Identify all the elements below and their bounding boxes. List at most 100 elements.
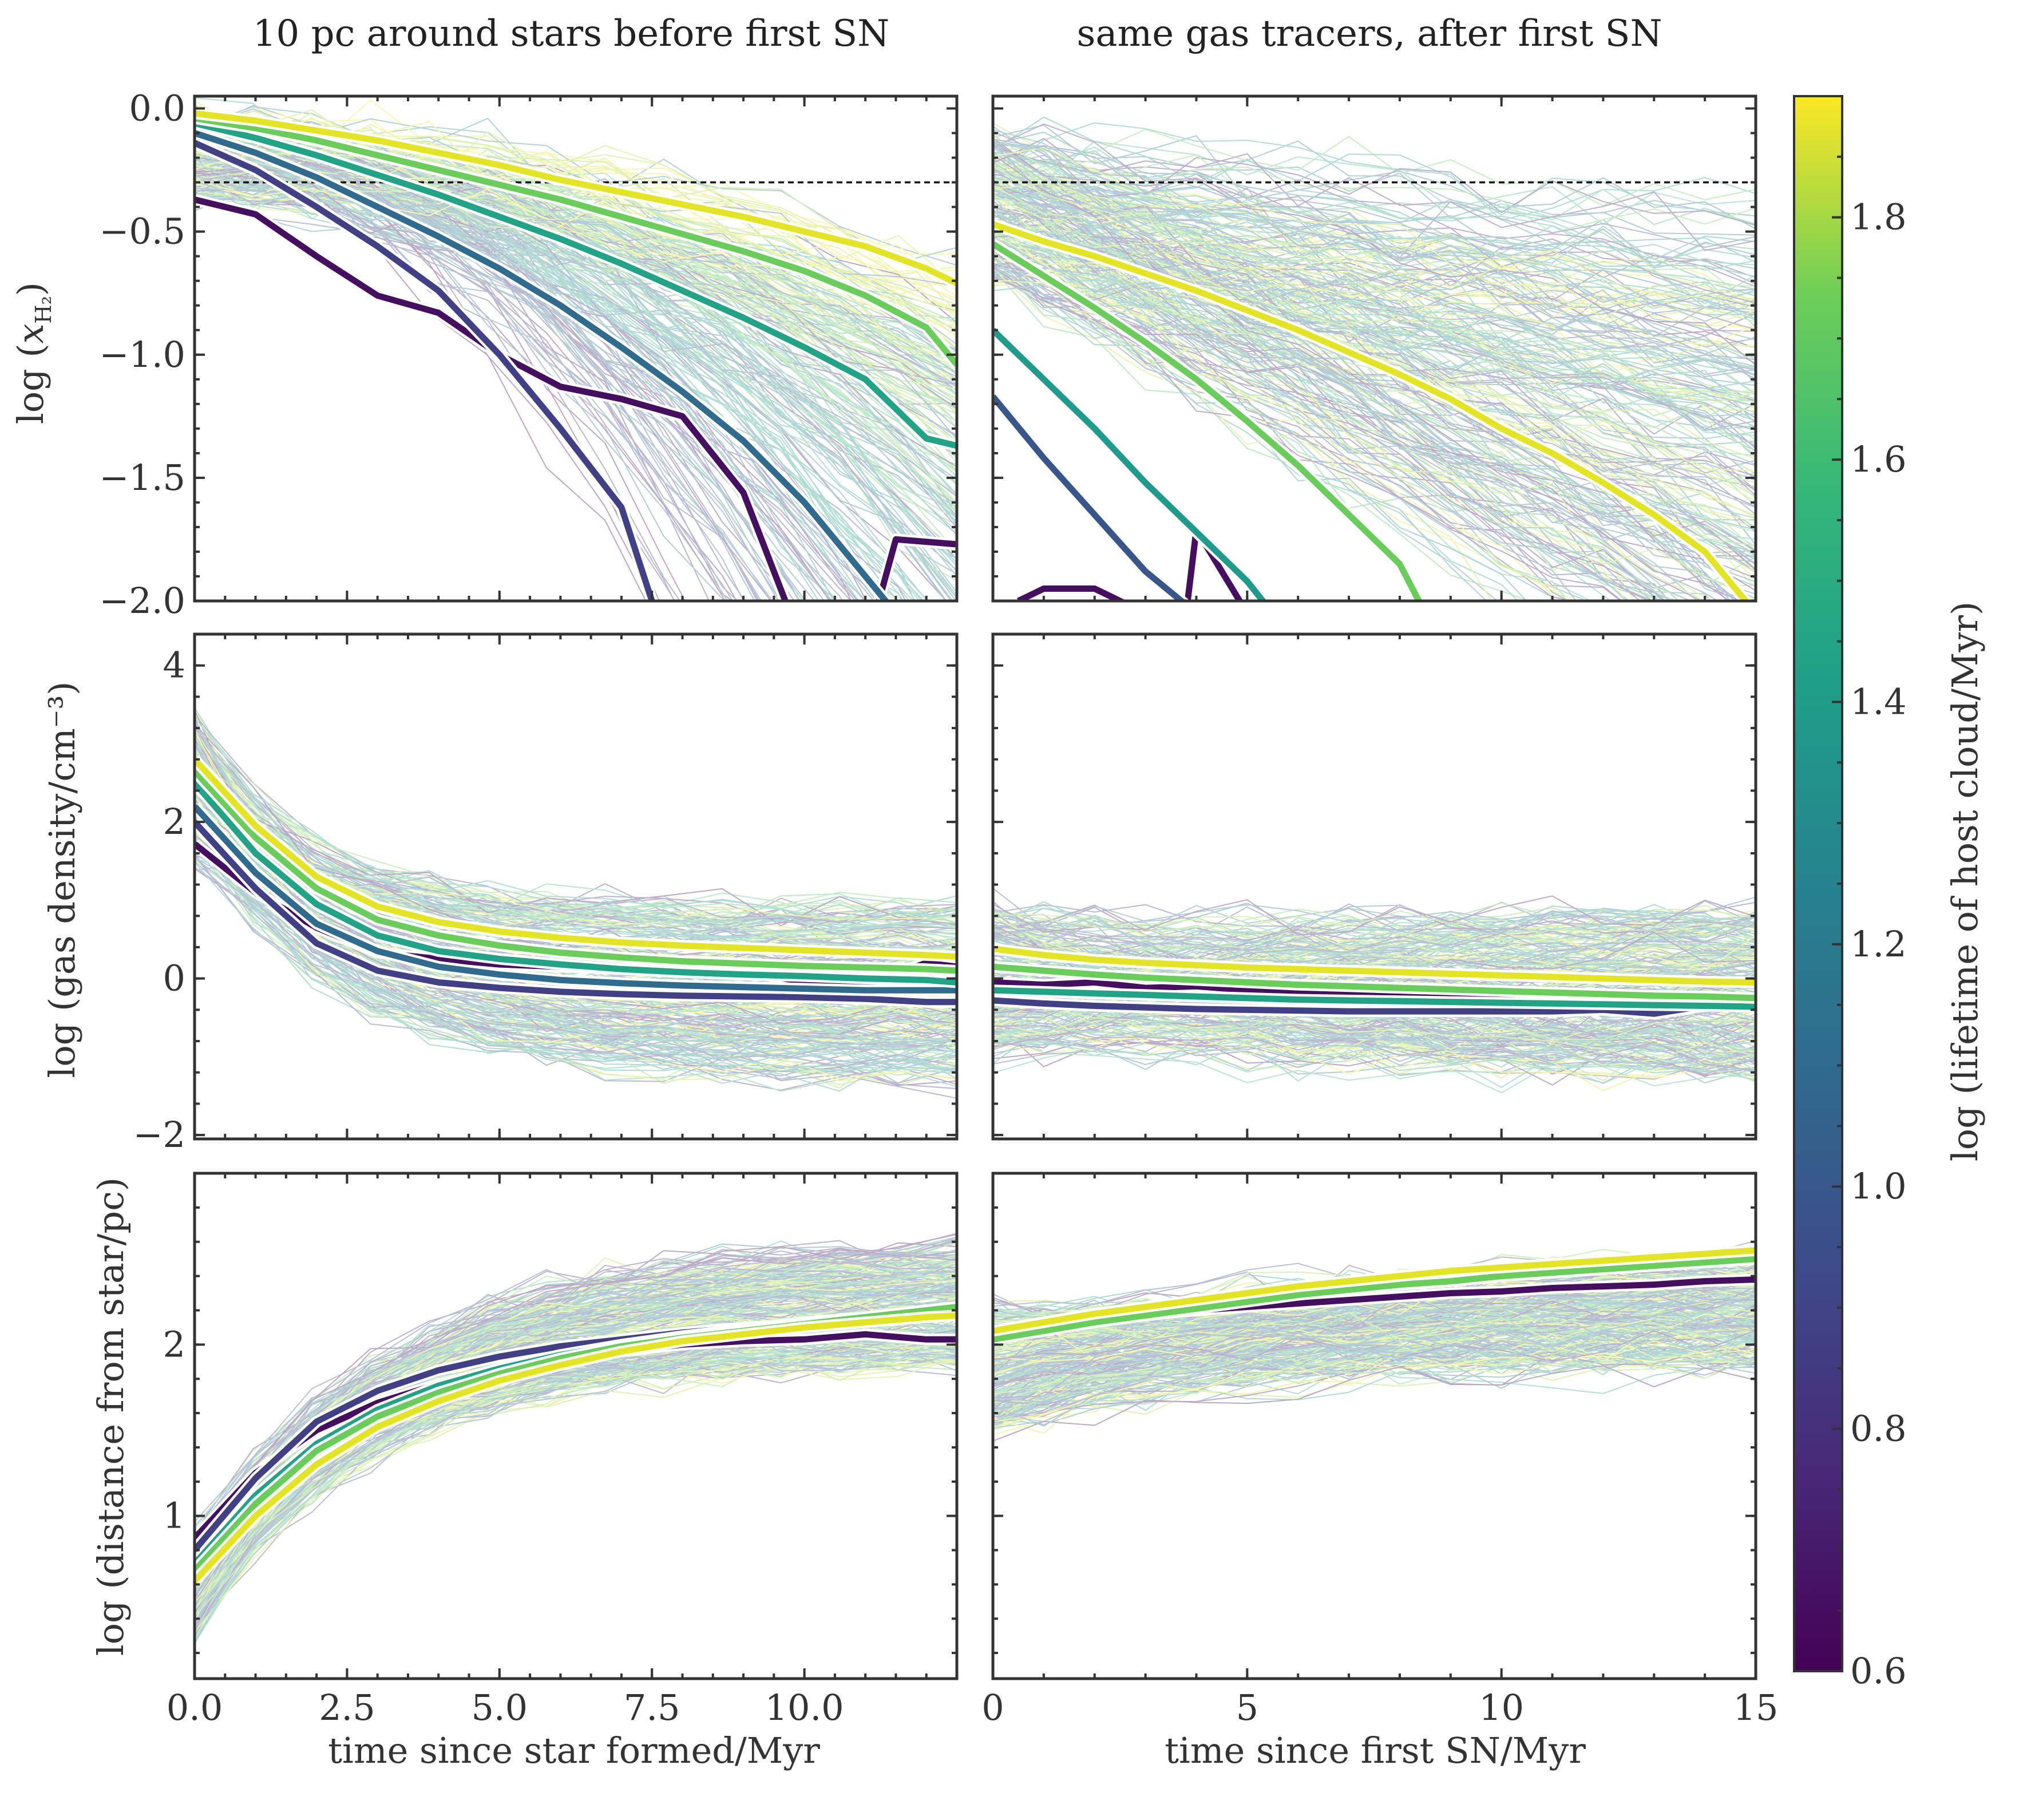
tracer-line bbox=[195, 141, 834, 601]
tracer-line bbox=[993, 143, 1736, 601]
tracer-line bbox=[993, 268, 1531, 601]
tracer-line bbox=[195, 1355, 957, 1577]
tracer-line bbox=[993, 176, 1756, 407]
tracer-line bbox=[993, 258, 1487, 601]
tracer-line bbox=[993, 1312, 1756, 1378]
tracer-line bbox=[993, 905, 1756, 945]
tracer-line bbox=[993, 1340, 1756, 1388]
tracer-line bbox=[195, 749, 957, 935]
tracer-line bbox=[195, 765, 957, 920]
tracer-line bbox=[993, 189, 1641, 601]
tracer-line bbox=[195, 167, 957, 394]
tracer-line bbox=[993, 185, 1756, 263]
tracer-line bbox=[993, 176, 1756, 268]
tracer-line bbox=[993, 266, 1756, 515]
tracer-line bbox=[993, 236, 1756, 411]
tracer-line bbox=[993, 204, 1756, 307]
tracer-line bbox=[195, 187, 957, 389]
median-series-1 bbox=[195, 820, 957, 1006]
tracer-line bbox=[993, 248, 1756, 417]
tracer-line bbox=[993, 1313, 1756, 1362]
tracer-line bbox=[993, 274, 1756, 360]
tracer-line bbox=[195, 781, 957, 1018]
tracer-line bbox=[993, 1304, 1756, 1384]
tracer-line bbox=[993, 143, 1756, 508]
tracer-line bbox=[993, 195, 1756, 290]
tracer-line bbox=[195, 1343, 957, 1637]
tracer-line bbox=[993, 951, 1756, 1073]
tracer-line bbox=[993, 1313, 1756, 1359]
tracer-line bbox=[993, 925, 1756, 978]
tracer-line bbox=[993, 234, 1732, 601]
tracer-line bbox=[993, 130, 1756, 496]
tracer-line bbox=[993, 1317, 1756, 1435]
tracer-line bbox=[993, 1310, 1756, 1340]
x-tick-label: 0.0 bbox=[167, 1687, 223, 1728]
tracer-line bbox=[993, 130, 1706, 601]
tracer-line bbox=[993, 212, 1756, 375]
tracer-line bbox=[195, 854, 957, 1099]
tracer-line bbox=[993, 240, 1557, 601]
tracer-line bbox=[993, 142, 1756, 523]
tracer-line bbox=[993, 983, 1756, 1067]
xlabel-left: time since star formed/Myr bbox=[328, 1730, 820, 1771]
tracer-line bbox=[195, 132, 957, 468]
tracer-line bbox=[993, 1311, 1756, 1395]
tracer-line bbox=[195, 846, 957, 1067]
tracer-line bbox=[993, 169, 1756, 565]
tracer-line bbox=[993, 1005, 1756, 1073]
tracer-line bbox=[993, 1285, 1756, 1399]
tracer-line bbox=[195, 1259, 957, 1544]
tracer-line bbox=[993, 234, 1662, 601]
tracer-line bbox=[195, 175, 957, 497]
tracer-line bbox=[195, 759, 957, 927]
tracer-line bbox=[993, 1329, 1756, 1412]
tracer-line bbox=[993, 1310, 1756, 1386]
tracer-line bbox=[993, 1326, 1756, 1387]
tracer-line bbox=[195, 179, 957, 367]
tracer-line bbox=[195, 161, 957, 386]
tracer-line bbox=[993, 935, 1756, 971]
tracer-line bbox=[993, 915, 1756, 963]
tracer-line bbox=[993, 1297, 1756, 1372]
tracer-line bbox=[195, 184, 957, 388]
tracer-line bbox=[993, 147, 1756, 507]
tracer-line bbox=[195, 1240, 957, 1534]
tracer-line bbox=[993, 1319, 1756, 1379]
tracer-line bbox=[195, 172, 647, 601]
tracer-line bbox=[195, 173, 957, 363]
tracer-line bbox=[993, 159, 1756, 395]
tracer-line bbox=[993, 180, 1666, 601]
tracer-line bbox=[993, 267, 1756, 407]
tracer-line bbox=[993, 280, 1756, 517]
tracer-line bbox=[993, 909, 1756, 953]
tracer-line bbox=[993, 1298, 1756, 1334]
x-tick-label: 15 bbox=[1733, 1687, 1779, 1728]
tracer-line bbox=[993, 1330, 1756, 1400]
tracer-line bbox=[195, 161, 957, 555]
tracer-line bbox=[993, 220, 1756, 308]
tracer-line bbox=[993, 928, 1756, 962]
tracer-line bbox=[993, 1014, 1756, 1087]
tracer-line bbox=[993, 216, 1577, 601]
median-series-1 bbox=[993, 997, 1756, 1017]
tracer-line bbox=[993, 166, 1756, 516]
tracer-line bbox=[195, 834, 957, 1022]
tracer-line bbox=[993, 1288, 1756, 1343]
tracer-line bbox=[195, 1357, 957, 1621]
tracer-line bbox=[993, 237, 1756, 369]
tracer-line bbox=[993, 213, 1747, 601]
tracer-line bbox=[195, 1262, 957, 1527]
tracer-line bbox=[195, 142, 801, 601]
tracer-line bbox=[993, 140, 1756, 377]
tracer-line bbox=[993, 253, 1589, 601]
tracer-line bbox=[993, 1319, 1756, 1427]
tracer-line bbox=[195, 766, 957, 925]
tracer-line bbox=[195, 171, 957, 560]
tracer-line bbox=[993, 1303, 1756, 1413]
tracer-line bbox=[195, 1355, 957, 1617]
tracer-line bbox=[993, 909, 1756, 973]
tracer-line bbox=[195, 1251, 957, 1552]
tracer-line bbox=[993, 1346, 1756, 1402]
tracer-line bbox=[993, 212, 1756, 402]
